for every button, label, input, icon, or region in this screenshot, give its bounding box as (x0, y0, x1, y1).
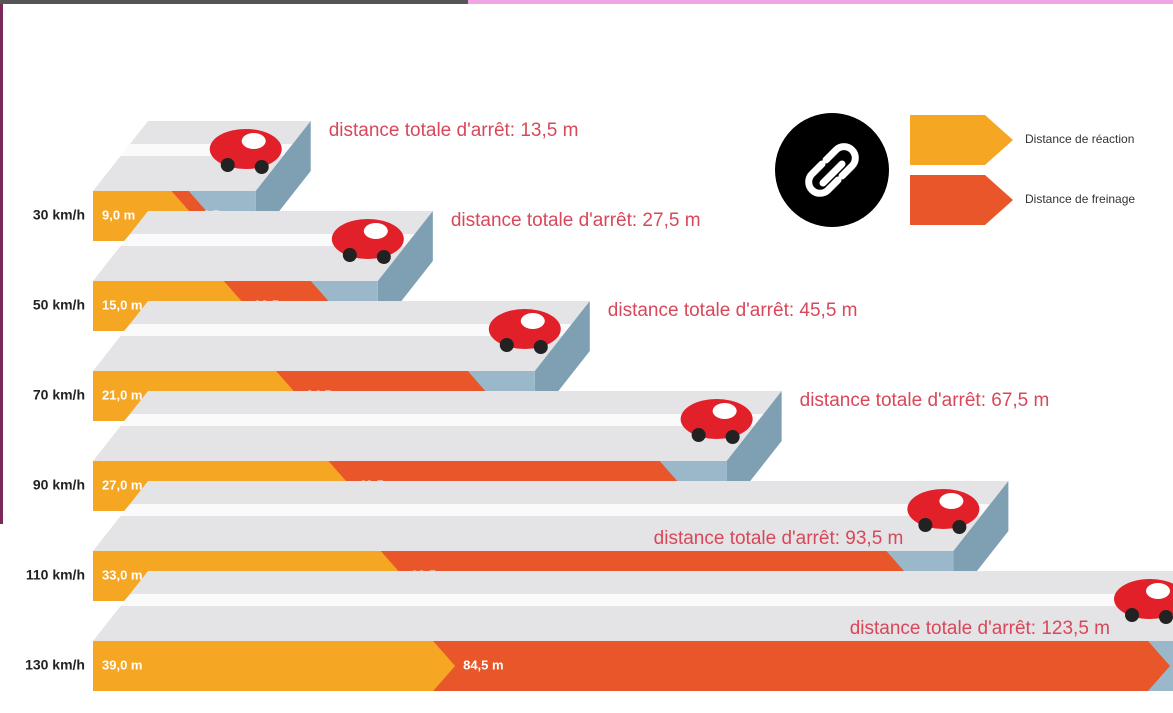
total-label: distance totale d'arrêt: 123,5 m (850, 618, 1110, 639)
car-wheel (534, 340, 548, 354)
car-body (489, 309, 561, 349)
total-label: distance totale d'arrêt: 13,5 m (329, 120, 579, 141)
car-body (681, 399, 753, 439)
legend-label: Distance de freinage (1025, 192, 1135, 206)
car-body (907, 489, 979, 529)
segment-label: 84,5 m (463, 657, 503, 672)
left-border (0, 4, 3, 524)
segment-label: 27,0 m (102, 477, 142, 492)
car-window (1146, 583, 1170, 599)
car-wheel (726, 430, 740, 444)
link-icon (775, 113, 889, 227)
speed-label: 30 km/h (33, 207, 85, 223)
speed-label: 90 km/h (33, 477, 85, 493)
legend-swatch (910, 175, 1013, 225)
car-wheel (500, 338, 514, 352)
car-window (939, 493, 963, 509)
car-wheel (1125, 608, 1139, 622)
bar-segment (93, 641, 455, 691)
car-window (242, 133, 266, 149)
car-wheel (692, 428, 706, 442)
legend-label: Distance de réaction (1025, 132, 1134, 146)
row: 130 km/h 39,0 m 84,5 m distance totale d'ar… (25, 571, 1173, 691)
total-label: distance totale d'arrêt: 67,5 m (800, 390, 1050, 411)
speed-label: 110 km/h (26, 567, 85, 583)
segment-label: 39,0 m (102, 657, 142, 672)
top-strip (468, 0, 1173, 4)
segment-label: 21,0 m (102, 387, 142, 402)
car-wheel (255, 160, 269, 174)
car-wheel (918, 518, 932, 532)
car-window (521, 313, 545, 329)
platform-stripe (120, 594, 1173, 606)
car-wheel (952, 520, 966, 534)
speed-label: 130 km/h (25, 657, 85, 673)
segment-label: 9,0 m (102, 207, 135, 222)
top-strip (0, 0, 468, 4)
platform-stripe (120, 504, 990, 516)
car-wheel (343, 248, 357, 262)
total-label: distance totale d'arrêt: 27,5 m (451, 210, 701, 231)
speed-label: 50 km/h (33, 297, 85, 313)
bar-segment (433, 641, 1170, 691)
car-wheel (221, 158, 235, 172)
total-label: distance totale d'arrêt: 93,5 m (654, 528, 904, 549)
car-body (332, 219, 404, 259)
car-wheel (1159, 610, 1173, 624)
legend: Distance de réaction Distance de freinage (910, 115, 1135, 225)
legend-swatch (910, 115, 1013, 165)
car-body (210, 129, 282, 169)
segment-label: 15,0 m (102, 297, 142, 312)
car-window (713, 403, 737, 419)
platform-stripe (120, 414, 764, 426)
chart: 30 km/h9,0 m4,5 mdistance totale d'arrêt… (0, 0, 1173, 713)
segment-label: 33,0 m (102, 567, 142, 582)
speed-label: 70 km/h (33, 387, 85, 403)
total-label: distance totale d'arrêt: 45,5 m (608, 300, 858, 321)
car-window (364, 223, 388, 239)
car-wheel (377, 250, 391, 264)
